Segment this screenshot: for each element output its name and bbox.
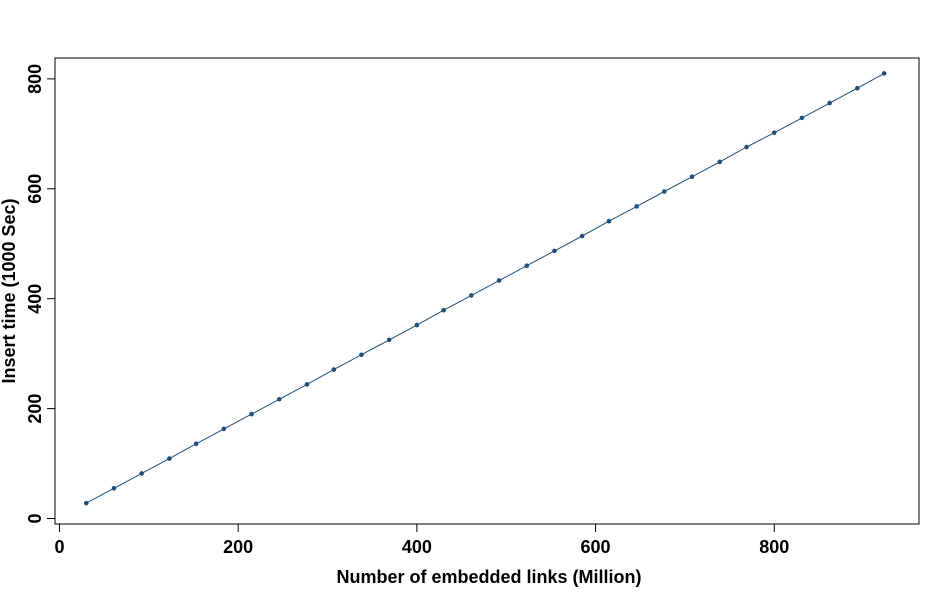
- y-tick-label: 600: [25, 174, 45, 204]
- data-point: [111, 485, 117, 491]
- x-tick-label: 200: [223, 537, 253, 557]
- data-point: [717, 159, 723, 165]
- x-tick-label: 800: [759, 537, 789, 557]
- data-point: [744, 144, 749, 150]
- x-tick-label: 400: [402, 537, 432, 557]
- data-point: [359, 352, 364, 358]
- data-point: [496, 278, 502, 283]
- data-point: [552, 248, 557, 254]
- data-point: [193, 441, 199, 447]
- data-point: [83, 500, 89, 506]
- data-point: [167, 456, 172, 461]
- data-point: [414, 322, 420, 328]
- data-point: [579, 233, 585, 239]
- series-layer: [83, 71, 887, 506]
- data-point: [386, 337, 392, 343]
- series-line: [86, 72, 885, 504]
- data-point: [221, 426, 227, 432]
- x-axis: 0 200 400 600 800: [54, 524, 789, 557]
- data-point: [606, 218, 612, 224]
- data-point: [634, 204, 639, 209]
- data-point: [304, 382, 310, 387]
- data-point: [276, 396, 282, 402]
- y-tick-label: 400: [25, 284, 45, 314]
- data-point: [524, 263, 530, 269]
- data-point: [799, 115, 805, 121]
- x-tick-label: 600: [581, 537, 611, 557]
- data-point: [249, 411, 254, 417]
- y-tick-label: 0: [25, 513, 45, 523]
- data-point: [689, 174, 695, 179]
- data-point: [881, 71, 887, 76]
- data-point: [441, 307, 446, 313]
- data-point: [855, 85, 860, 91]
- data-point: [139, 471, 144, 476]
- y-axis: 0 200 400 600 800: [25, 64, 55, 524]
- data-point: [469, 293, 474, 298]
- data-point: [331, 367, 337, 372]
- y-tick-label: 200: [25, 394, 45, 424]
- y-axis-label: Insert time (1000 Sec): [0, 198, 19, 383]
- y-tick-label: 800: [25, 64, 45, 94]
- x-tick-label: 0: [54, 537, 64, 557]
- plot-frame: [54, 57, 920, 525]
- data-point: [771, 130, 777, 136]
- data-point: [662, 189, 667, 194]
- data-point: [827, 100, 832, 106]
- x-axis-label: Number of embedded links (Million): [336, 567, 641, 587]
